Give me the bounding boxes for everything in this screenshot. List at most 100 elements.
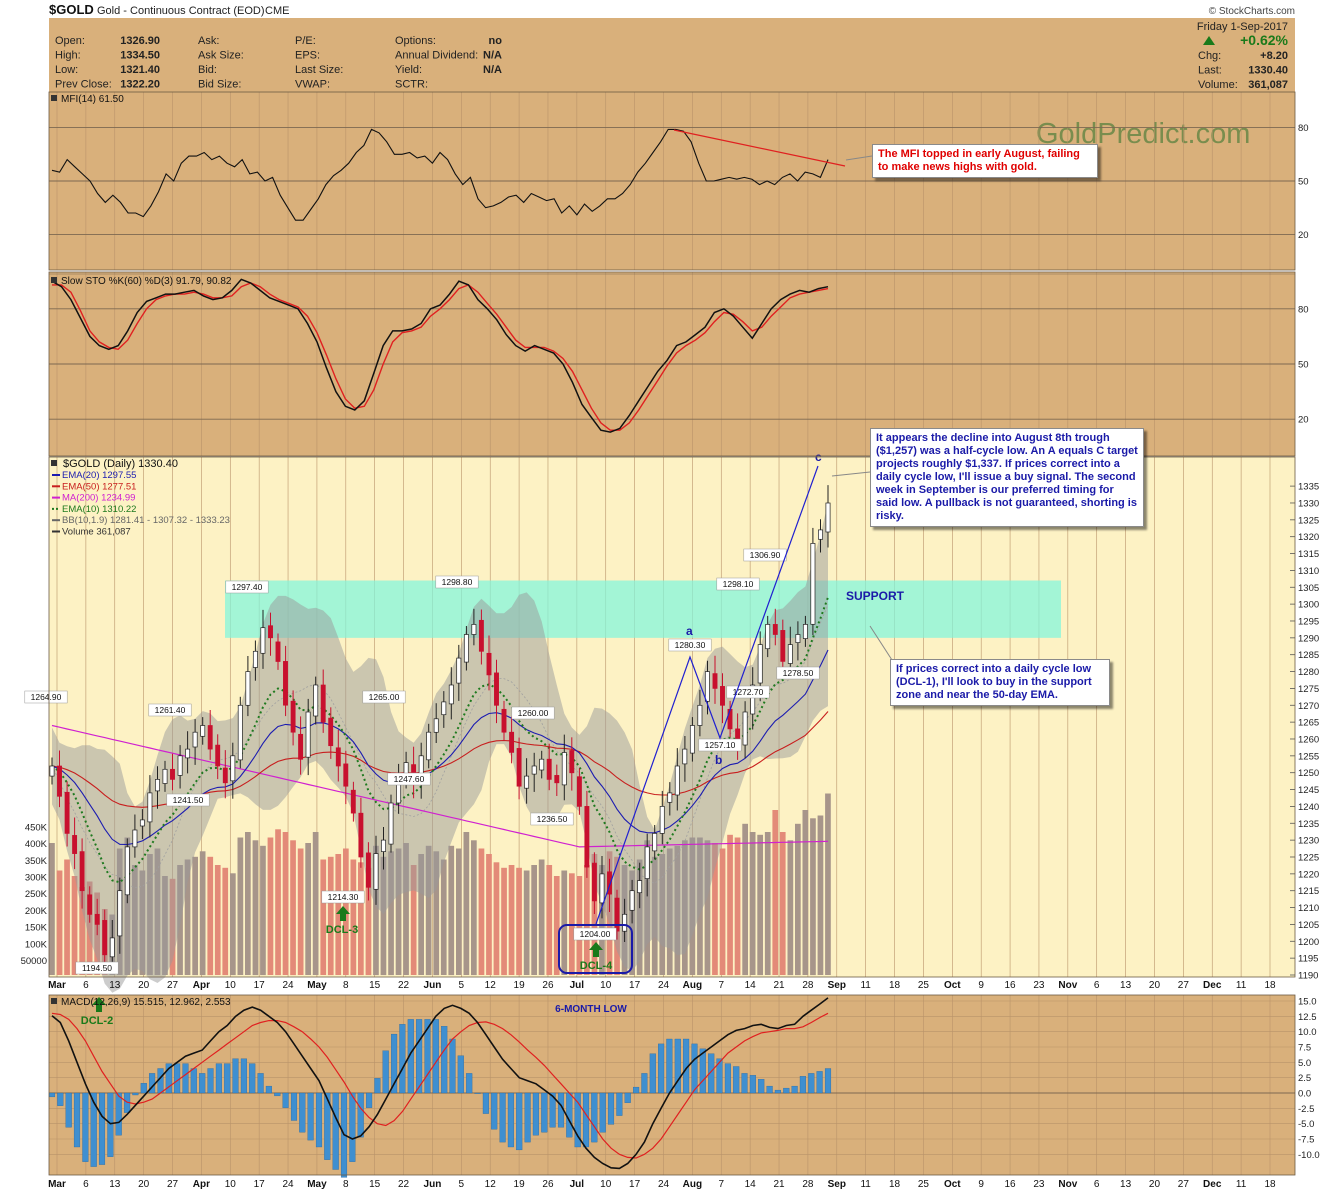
candle-body (689, 725, 695, 754)
x-tick-label: 11 (860, 980, 871, 991)
x-tick-label: 9 (978, 980, 984, 991)
volume-bar (230, 873, 236, 976)
volume-bar (184, 859, 191, 975)
x-tick-label: 20 (138, 1179, 150, 1190)
dcl4-box (558, 924, 633, 974)
candle-body (697, 704, 703, 726)
ema50-legend: EMA(50) 1277.51 (62, 481, 136, 492)
price-tick-label: 1320 (1298, 532, 1319, 543)
x-tick-label: 27 (167, 1179, 179, 1190)
mfi-annotation: The MFI topped in early August, failing … (872, 144, 1098, 178)
macd-histogram-bar (190, 1068, 197, 1094)
candle-body (192, 731, 198, 748)
header-field-label: Ask: (198, 35, 219, 47)
x-tick-label: Sep (828, 980, 846, 991)
ma200-line (51, 724, 829, 848)
header-field-label: Bid: (198, 64, 217, 76)
candle-body (177, 755, 183, 776)
macd-tick-label: -2.5 (1298, 1104, 1314, 1115)
header-field-label: SCTR: (395, 79, 428, 91)
macd-tick-label: 5.0 (1298, 1058, 1311, 1069)
price-tick-label: 1210 (1298, 903, 1319, 914)
macd-histogram-bar (315, 1092, 323, 1148)
macd-histogram-bar (532, 1092, 539, 1136)
macd-histogram-bar (624, 1092, 631, 1103)
x-tick-label: 19 (514, 980, 526, 991)
macd-tick-label: -10.0 (1298, 1150, 1320, 1161)
dcl3-label: DCL-3 (326, 924, 358, 936)
volume-bar (471, 840, 477, 976)
macd-histogram-bar (491, 1092, 498, 1130)
instrument-name: Gold - Continuous Contract (EOD) (97, 5, 265, 17)
x-tick-label: 20 (138, 980, 150, 991)
x-tick-label: 24 (282, 980, 294, 991)
macd-histogram-bar (115, 1092, 122, 1136)
candle-body (704, 671, 710, 702)
candle-body (516, 748, 522, 787)
price-label-box (225, 580, 269, 594)
x-tick-label: 16 (1005, 980, 1017, 991)
x-tick-label: 6 (83, 980, 89, 991)
price-label-box (24, 690, 68, 704)
macd-histogram-bar (132, 1092, 139, 1096)
header-field-value: 1321.40 (120, 64, 160, 76)
price-tick-label: 1250 (1298, 768, 1319, 779)
macd-histogram-bar (482, 1092, 489, 1114)
x-tick-label: 13 (109, 980, 121, 991)
mfi-legend: MFI(14) 61.50 (61, 94, 124, 105)
bb-legend: BB(10,1.9) 1281.41 - 1307.32 - 1333.23 (62, 515, 230, 526)
volume-bar (456, 848, 462, 975)
candle-body (350, 789, 356, 814)
candle-body (659, 806, 665, 834)
volume-bar (538, 859, 545, 975)
macd-histogram-bar (691, 1043, 698, 1094)
x-tick-label: 25 (918, 1179, 930, 1190)
x-tick-label: 14 (745, 1179, 757, 1190)
support-callout-pointer (869, 625, 893, 661)
candle-body (463, 634, 469, 663)
macd-histogram-bar (566, 1092, 573, 1138)
volume-bar (410, 865, 417, 975)
candle-body (599, 873, 605, 904)
x-tick-label: 27 (1178, 1179, 1190, 1190)
volume-bar (192, 856, 198, 976)
x-tick-label: 17 (254, 1179, 266, 1190)
x-tick-label: Nov (1058, 1179, 1077, 1190)
macd-legend-icon (51, 998, 57, 1004)
volume-bar (275, 829, 281, 976)
volume-bar (448, 845, 455, 976)
candle-body (727, 708, 733, 730)
x-tick-label: May (307, 1179, 327, 1190)
price-label-box (435, 575, 479, 589)
header-field-value: 1334.50 (120, 50, 160, 62)
x-tick-label: 15 (369, 980, 381, 991)
x-tick-label: 25 (918, 980, 930, 991)
volume-bar (56, 870, 63, 975)
volume-bar (516, 867, 522, 976)
volume-tick-label: 100K (25, 939, 48, 950)
candle-body (561, 752, 567, 786)
price-label: 1278.50 (783, 668, 814, 678)
macd-legend: MACD(12,26,9) 15.515, 12.962, 2.553 (61, 997, 231, 1008)
volume-bar (440, 859, 447, 975)
header-field-label: Open: (55, 35, 85, 47)
macd-tick-label: 15.0 (1298, 997, 1317, 1008)
macd-line (51, 997, 829, 1170)
header-field-value: 1326.90 (120, 35, 160, 47)
candle-body (426, 731, 432, 761)
volume-bar (561, 870, 568, 975)
x-tick-label: Oct (944, 980, 961, 991)
candle-body (674, 765, 680, 796)
volume-bar (214, 865, 221, 975)
price-tick-label: 1280 (1298, 667, 1319, 678)
macd-histogram-bar (741, 1073, 748, 1094)
credit-text: © StockCharts.com (1209, 6, 1295, 17)
candle-body (365, 852, 371, 888)
wave-abc-line (595, 465, 819, 925)
mfi-callout-pointer (845, 155, 873, 161)
volume-bar (207, 856, 214, 976)
volume-bar (478, 848, 485, 975)
volume-bar (727, 834, 733, 976)
